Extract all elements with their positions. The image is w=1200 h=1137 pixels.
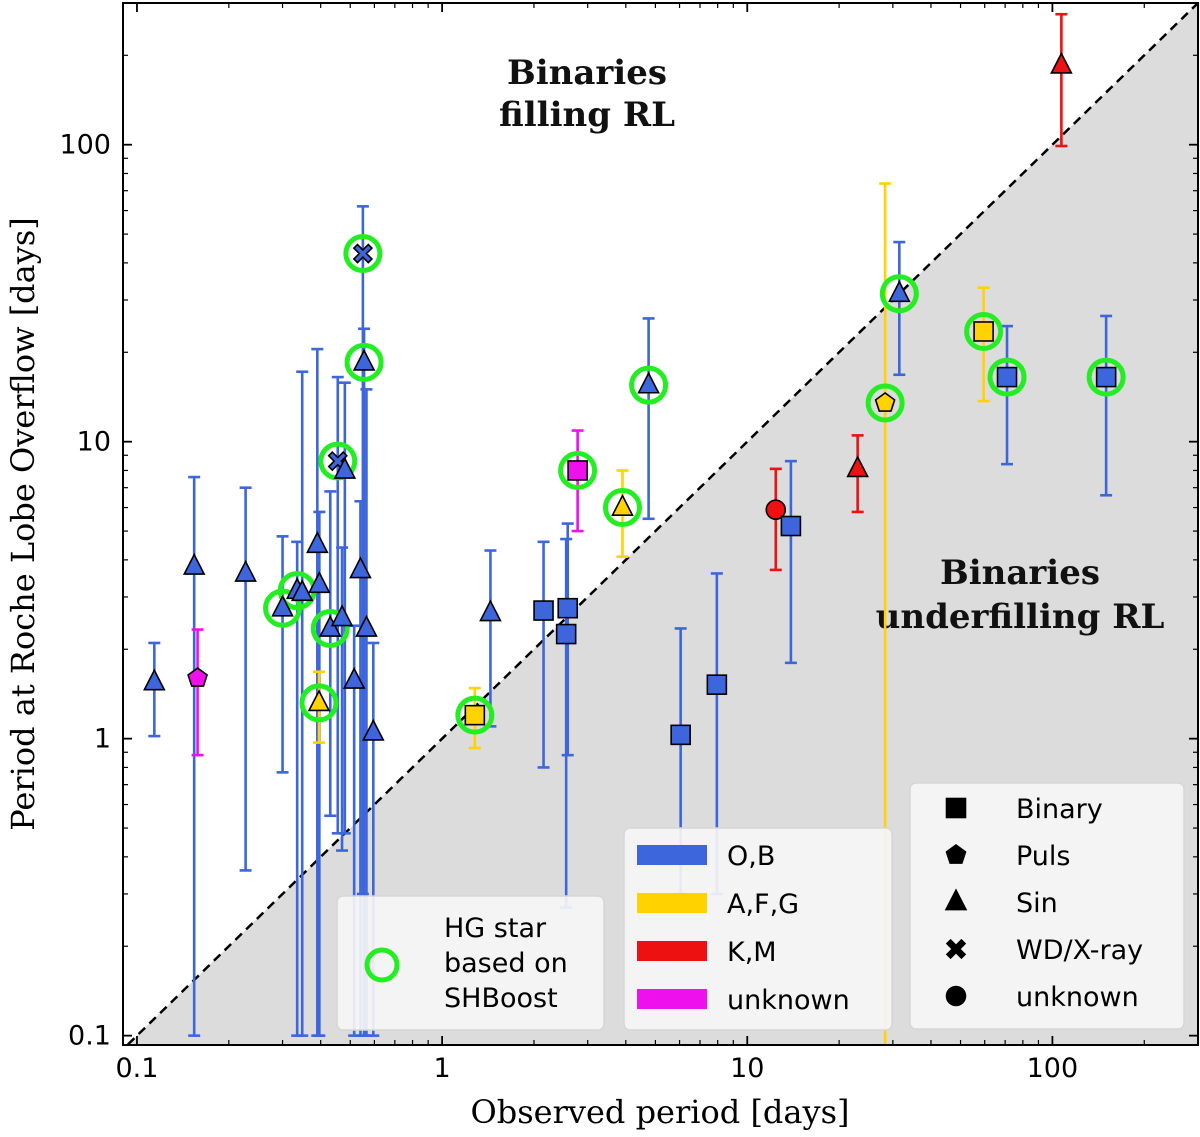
hg-ring [299, 683, 339, 723]
data-point-triangle [1050, 51, 1073, 74]
diagonal-line [125, 3, 1198, 1045]
data-point-triangle [349, 556, 372, 579]
legend-color-swatch [637, 893, 707, 913]
legend-marker-circle [945, 985, 967, 1007]
region-label-underfilling-line2: underfilling RL [876, 597, 1165, 637]
y-tick-label: 0.1 [68, 1021, 111, 1052]
data-point-square [706, 674, 728, 695]
hg-ring [964, 311, 1004, 351]
data-point-square [780, 515, 802, 537]
data-point-triangle [330, 604, 354, 627]
x-tick-label: 100 [1027, 1053, 1079, 1084]
legend-color-label: O,B [727, 841, 775, 872]
data-point-square [567, 460, 588, 481]
legend-color-swatch [637, 845, 707, 865]
data-point-triangle [352, 348, 376, 371]
data-point-triangle [333, 456, 357, 479]
region-label-filling-line2: filling RL [499, 95, 675, 135]
data-point-square [557, 597, 579, 619]
legend-color-label: unknown [727, 985, 850, 1016]
legend-marker-square [945, 797, 967, 819]
legend-color-swatch [637, 941, 707, 961]
legend-marker-label: Binary [1016, 794, 1103, 825]
data-point-pentagon [187, 667, 209, 687]
y-tick-label: 10 [77, 427, 111, 458]
legend-hg-line3: SHBoost [444, 983, 558, 1014]
hg-ring [879, 274, 919, 314]
data-point-triangle [846, 455, 869, 478]
plot-frame [122, 2, 1199, 1046]
hg-ring [629, 365, 669, 405]
legend-color-swatch [637, 989, 707, 1009]
hg-ring [1086, 357, 1126, 397]
legend-color: O,B A,F,G K,M unknown [623, 827, 893, 1031]
data-point-square [996, 366, 1018, 388]
data-point-triangle [888, 280, 911, 303]
data-point-triangle [306, 531, 329, 554]
legend-color-label: A,F,G [727, 889, 799, 920]
data-point-x [352, 243, 374, 264]
data-point-square [555, 623, 577, 645]
hg-ring [310, 608, 350, 648]
legend-color-label: K,M [727, 937, 777, 968]
x-tick-label: 1 [434, 1053, 451, 1084]
data-point-triangle [362, 718, 385, 741]
legend-color-box [623, 827, 893, 1031]
legend-marker-triangle [944, 888, 968, 911]
data-point-triangle [637, 371, 660, 394]
data-point-triangle [143, 668, 166, 691]
legend-marker-x [945, 938, 967, 960]
legend-hg-line2: based on [444, 948, 568, 979]
data-point-square [973, 321, 994, 342]
data-point-square [464, 704, 486, 726]
data-point-triangle [182, 552, 206, 575]
data-point-triangle [307, 689, 331, 712]
hg-ring-swatch [364, 947, 400, 983]
data-point-triangle [355, 614, 378, 637]
legend-marker-pentagon [945, 844, 967, 864]
x-tick-label: 10 [730, 1053, 764, 1084]
hg-ring [343, 234, 383, 274]
data-point-triangle [308, 571, 331, 594]
region-label-underfilling-line1: Binaries [940, 553, 1100, 593]
data-point-triangle [234, 559, 257, 582]
x-axis-title: Observed period [days] [471, 1093, 850, 1131]
legend-marker-label: WD/X-ray [1016, 935, 1143, 966]
data-point-triangle [342, 666, 366, 689]
data-point-triangle [479, 599, 502, 622]
legend-marker-label: Puls [1016, 841, 1071, 872]
y-axis-title: Period at Roche Lobe Overflow [days] [4, 217, 42, 830]
data-point-circle [765, 499, 787, 521]
data-point-triangle [290, 579, 314, 602]
hg-ring [987, 357, 1027, 397]
legend-marker-label: Sin [1016, 888, 1058, 919]
legend-marker-box [909, 782, 1185, 1030]
data-point-square [670, 724, 691, 746]
data-point-triangle [271, 594, 294, 617]
hg-ring [344, 342, 384, 382]
legend-hg-line1: HG star [444, 913, 547, 944]
legend-marker: Binary Puls Sin WD/X-ray unknown [909, 782, 1185, 1030]
data-point-square [1095, 366, 1117, 388]
data-point-pentagon [874, 392, 896, 412]
hg-ring [558, 450, 598, 490]
data-point-triangle [611, 493, 634, 516]
y-tick-label: 1 [94, 724, 111, 755]
legend-hg-box [336, 895, 605, 1031]
y-tick-label: 100 [59, 130, 111, 161]
hg-ring [455, 695, 495, 735]
legend-marker-label: unknown [1016, 982, 1139, 1013]
data-point-square [533, 600, 554, 621]
x-tick-label: 0.1 [115, 1053, 158, 1084]
legend-hg: HG star based on SHBoost [336, 895, 605, 1031]
hg-ring [602, 488, 642, 528]
region-label-filling-line1: Binaries [507, 53, 667, 93]
hg-ring [865, 383, 905, 423]
